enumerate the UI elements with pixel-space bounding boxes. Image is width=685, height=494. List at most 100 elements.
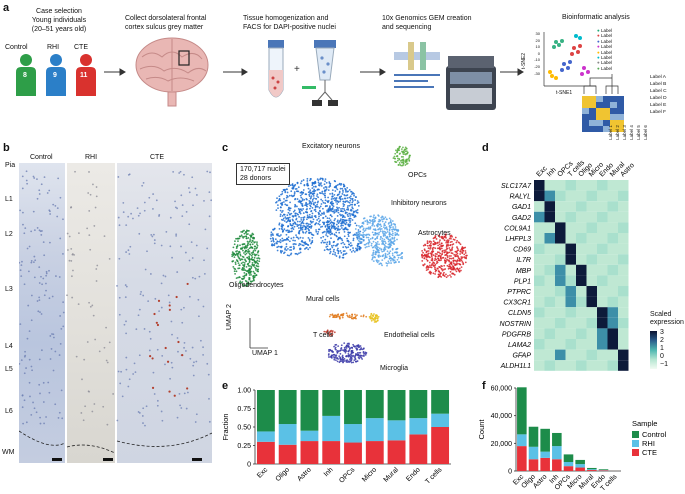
umap-point-inhibitory-neurons [400,257,402,259]
umap-point-excitatory-neurons [313,188,316,191]
umap-point-excitatory-neurons [284,216,287,219]
histology-cell-dot [123,323,126,326]
bar-segment-rhi [575,464,585,468]
umap-point-excitatory-neurons [312,218,315,221]
umap-point-inhibitory-neurons [378,254,381,257]
histology-cell-dot [124,296,127,299]
bar-segment-cte [540,457,550,471]
umap-point-excitatory-neurons [280,227,283,230]
umap-point-excitatory-neurons [339,219,342,222]
umap-point-microglia [347,350,350,353]
umap-point-excitatory-neurons [297,227,300,229]
umap-point-excitatory-neurons [326,245,329,248]
umap-point-excitatory-neurons [347,231,350,234]
umap-point-inhibitory-neurons [384,227,386,230]
umap-point-inhibitory-neurons [378,223,381,226]
umap-point-inhibitory-neurons [365,236,368,239]
gene-label: RALYL [509,194,531,201]
umap-point-excitatory-neurons [298,211,301,214]
umap-point-astrocytes [445,246,448,248]
umap-point-oligodendrocytes [251,258,254,261]
umap-point-inhibitory-neurons [394,226,397,228]
umap-point-excitatory-neurons [287,247,289,250]
heatmap-cell [597,339,608,350]
umap-point-oligodendrocytes [256,251,259,254]
histology-cell-dot [202,346,204,349]
umap-point-excitatory-neurons [286,238,289,241]
umap-point-astrocytes [446,256,449,259]
umap-point-oligodendrocytes [254,266,256,269]
umap-point-astrocytes [449,267,451,270]
umap-point-excitatory-neurons [306,203,309,206]
umap-point-inhibitory-neurons [384,252,387,255]
umap-point-astrocytes [460,250,462,253]
heatmap-cell [618,201,629,212]
histology-cell-dot [180,308,183,311]
umap-point-oligodendrocytes [251,239,254,242]
umap-point-astrocytes [432,243,435,245]
umap-point-excitatory-neurons [340,227,343,229]
umap-point-excitatory-neurons [329,252,331,255]
umap-point-excitatory-neurons [346,237,349,240]
histology-cell-dot [167,294,170,297]
umap-point-excitatory-neurons [304,228,307,231]
bar-segment-rhi [528,446,539,460]
histology-cell-dot [128,253,131,255]
umap-point-excitatory-neurons [351,206,354,209]
umap-point-astrocytes [455,267,458,270]
umap-point-mural-cells [328,315,331,318]
heatmap-row-label: Label F [650,110,666,115]
umap-point-inhibitory-neurons [379,255,382,258]
umap-point-microglia [352,355,354,358]
umap-point-excitatory-neurons [344,212,347,215]
bar-segment-cte [365,441,384,464]
histology-cell-dot [129,245,132,248]
histology-cell-dot [142,181,145,184]
umap-point-excitatory-neurons [307,216,310,219]
umap-point-excitatory-neurons [338,221,341,223]
umap-point-oligodendrocytes [234,261,237,264]
umap-point-excitatory-neurons [317,230,320,233]
tsne-legend-item: ● Label [597,65,612,71]
umap-point-inhibitory-neurons [387,260,390,263]
umap-point-inhibitory-neurons [365,242,368,245]
histology-cell-dot [206,170,209,173]
umap-point-excitatory-neurons [316,219,319,221]
bar-segment-cte [409,434,428,464]
umap-point-astrocytes [440,236,443,238]
umap-point-excitatory-neurons [296,181,299,184]
histology-cell-dot [181,215,184,217]
umap-point-inhibitory-neurons [379,238,382,241]
histology-cell-dot [160,244,163,247]
umap-point-astrocytes [448,260,451,263]
histology-cell-dot [80,412,83,414]
umap-point-excitatory-neurons [290,249,293,251]
umap-point-oligodendrocytes [237,267,240,270]
umap-point-inhibitory-neurons [371,218,374,221]
umap-point-oligodendrocytes [243,271,246,274]
histology-cell-dot [178,172,181,174]
heatmap-cell [534,222,545,233]
umap-point-astrocytes [455,251,458,253]
umap-point-astrocytes [426,242,429,244]
umap-point-microglia [339,352,342,355]
layer-label-pia: Pia [5,162,16,169]
umap-point-astrocytes [434,247,437,250]
umap-point-excitatory-neurons [335,255,338,257]
heatmap-cell [544,360,555,371]
bar-segment-rhi [409,418,428,435]
tsne-legend-item: ● Label [597,38,612,44]
umap-point-excitatory-neurons [312,185,315,188]
nuclei-info-box: 170,717 nuclei 28 donors [236,163,290,185]
histology-cell-dot [185,407,188,410]
umap-point-inhibitory-neurons [374,238,376,241]
heatmap-cell [576,233,587,244]
umap-point-excitatory-neurons [294,205,296,208]
histology-cell-dot [105,326,107,329]
histology-cell-dot [210,199,212,202]
histology-cell-dot [42,381,45,384]
umap-point-astrocytes [432,264,435,267]
umap-point-excitatory-neurons [343,208,346,210]
umap-point-astrocytes [446,252,448,255]
umap-point-excitatory-neurons [322,221,324,224]
